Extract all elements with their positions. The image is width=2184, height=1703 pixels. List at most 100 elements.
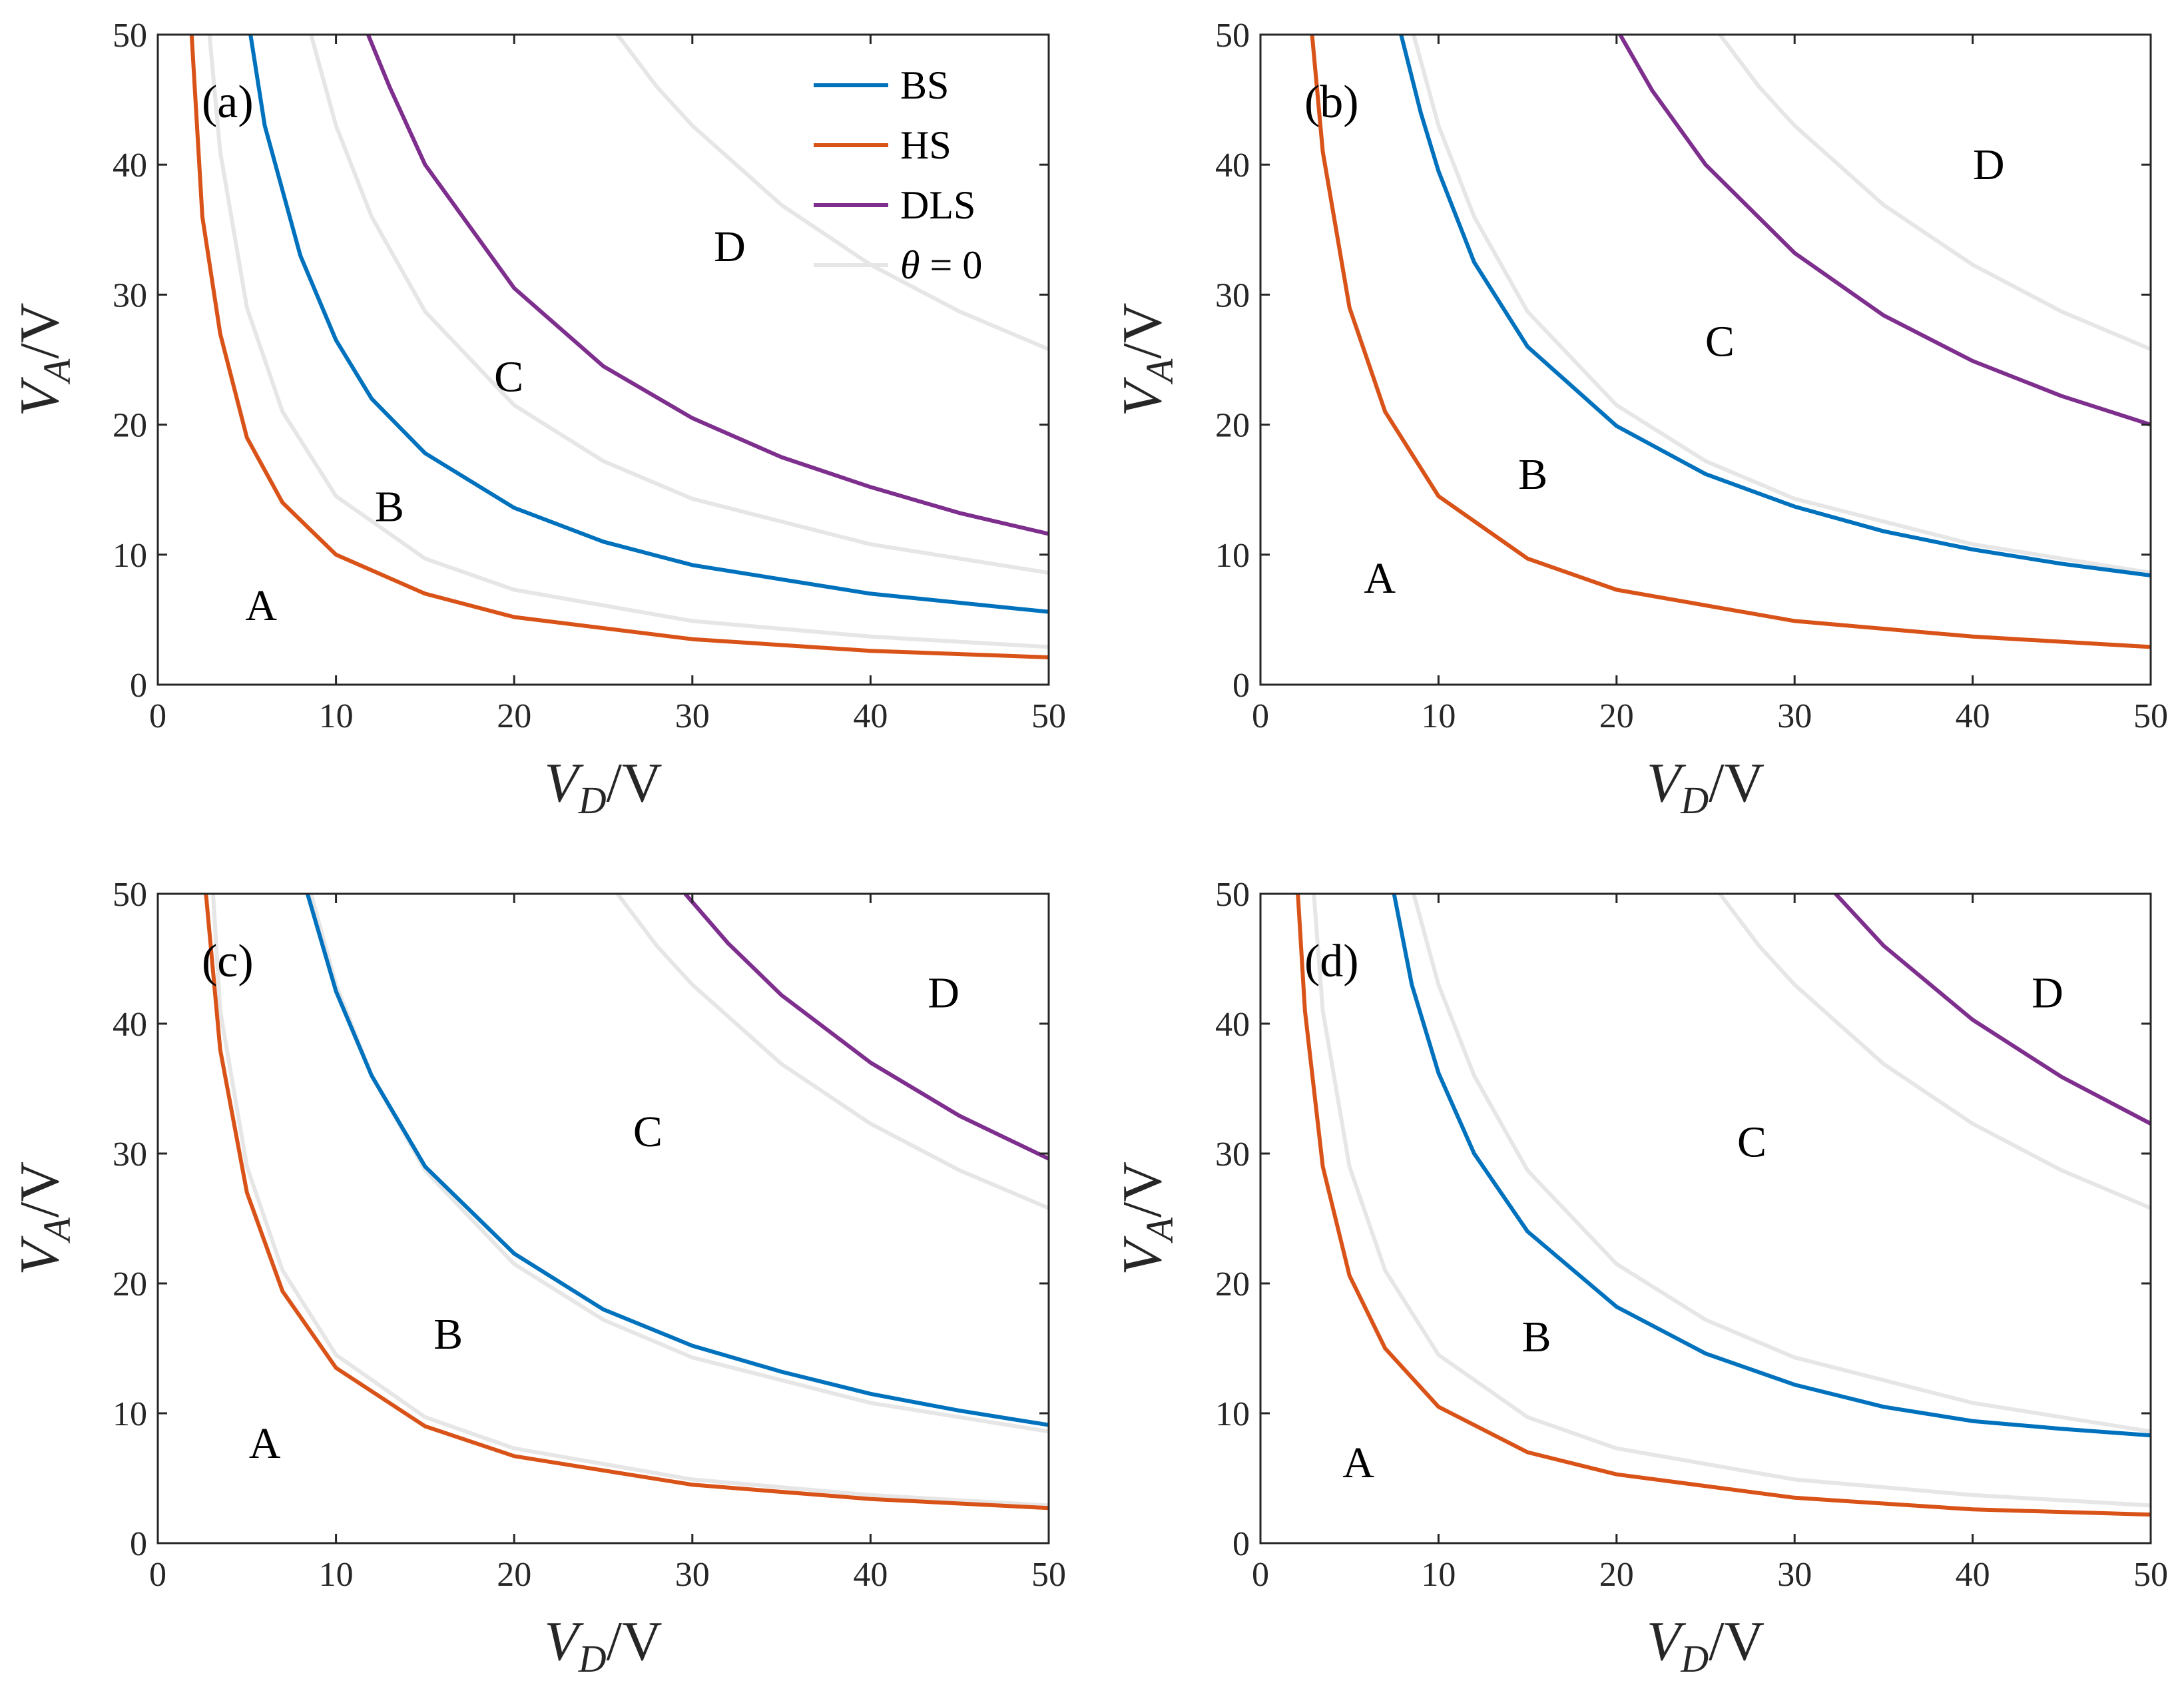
region-label: A [249, 1419, 281, 1468]
legend-label: BS [900, 63, 949, 107]
x-tick-label: 20 [497, 1556, 531, 1594]
series-bs-line [305, 894, 1049, 1427]
region-label: A [245, 581, 277, 630]
legend-label: HS [900, 123, 952, 167]
x-tick-label: 0 [1252, 697, 1269, 735]
series-theta0-line [1412, 35, 2151, 575]
y-axis-label: VA/V [9, 1162, 79, 1275]
curves [1296, 894, 2151, 1517]
x-tick-label: 50 [2133, 1556, 2168, 1594]
panel-label: (b) [1304, 77, 1359, 128]
region-label: D [714, 222, 746, 271]
region-label: B [1521, 1313, 1551, 1361]
series-theta0-line [207, 35, 1049, 649]
x-tick-label: 30 [675, 1556, 710, 1594]
series-bs-line [1399, 35, 2151, 577]
series-theta0-line [1717, 894, 2151, 1210]
axes-frame [1259, 33, 2152, 686]
y-tick-label: 30 [1215, 1136, 1250, 1174]
series-theta0-line [309, 35, 1049, 575]
series-dls-line [683, 894, 1049, 1161]
y-axis-label: VA/V [9, 303, 79, 417]
x-tick-label: 0 [149, 697, 166, 735]
y-tick-label: 40 [1215, 147, 1250, 184]
series-theta0-line [1717, 35, 2151, 352]
y-tick-label: 20 [1215, 1265, 1250, 1303]
series-theta0-line [1412, 894, 2151, 1434]
x-tick-label: 30 [1777, 697, 1812, 735]
x-tick-label: 10 [319, 1556, 354, 1594]
panel-c: 0 10 20 30 40 50 0 10 20 30 40 50 VD/V VA/V (c) A B C D [9, 876, 1066, 1680]
x-tick-label: 40 [853, 1556, 888, 1594]
region-label: C [633, 1108, 663, 1156]
y-tick-label: 0 [130, 1525, 147, 1563]
series-theta0-line [211, 894, 1049, 1508]
curves [189, 35, 1049, 659]
curves [204, 894, 1049, 1511]
x-tick-label: 20 [1599, 1556, 1634, 1594]
y-tick-label: 40 [113, 147, 147, 184]
x-tick-label: 0 [1252, 1556, 1269, 1594]
x-tick-label: 10 [319, 697, 354, 735]
x-tick-label: 50 [1031, 697, 1066, 735]
series-bs-line [248, 35, 1049, 614]
legend-label: DLS [900, 183, 975, 227]
x-tick-label: 10 [1421, 1556, 1456, 1594]
region-label: C [1705, 318, 1735, 366]
y-tick-label: 50 [1215, 876, 1250, 914]
y-tick-label: 20 [1215, 407, 1250, 445]
y-tick-label: 10 [1215, 537, 1250, 575]
region-label: A [1342, 1439, 1374, 1487]
x-tick-label: 50 [1031, 1556, 1066, 1594]
region-label: D [1973, 141, 2005, 189]
series-hs-line [1296, 894, 2151, 1517]
y-axis-label: VA/V [1111, 303, 1181, 417]
series-bs-line [1392, 894, 2151, 1438]
series-dls-line [1833, 894, 2151, 1126]
axes-frame [156, 892, 1050, 1544]
panel-d: 0 10 20 30 40 50 0 10 20 30 40 50 VD/V VA/V (d) A B C D [1111, 876, 2168, 1680]
region-label: B [1518, 450, 1547, 499]
panel-b: 0 10 20 30 40 50 0 10 20 30 40 50 VD/V VA/V (b) A B C D [1111, 17, 2168, 822]
y-tick-label: 30 [113, 1136, 147, 1174]
series-hs-line [189, 35, 1049, 659]
axes-frame [156, 33, 1050, 686]
y-tick-label: 10 [113, 537, 147, 575]
x-tick-label: 40 [1956, 1556, 1990, 1594]
region-label: B [375, 483, 404, 531]
series-theta0-line [1312, 894, 2151, 1508]
panel-label: (d) [1304, 936, 1359, 987]
panel-label: (a) [202, 77, 254, 128]
x-axis-label: VD/V [1647, 752, 1765, 822]
y-tick-label: 0 [1232, 667, 1250, 705]
x-tick-label: 10 [1421, 697, 1456, 735]
x-tick-label: 40 [853, 697, 888, 735]
series-theta0-line [615, 894, 1049, 1210]
x-axis-label: VD/V [544, 1610, 662, 1680]
y-tick-label: 50 [1215, 17, 1250, 55]
y-tick-label: 30 [1215, 276, 1250, 314]
panel-a: 0 10 20 30 40 50 0 10 20 30 40 50 VD/V VA/V (a) A B C D [9, 17, 1066, 822]
curves [1310, 35, 2151, 649]
region-label: B [433, 1310, 463, 1359]
series-dls-line [1618, 35, 2151, 427]
series-theta0-line [615, 35, 1049, 352]
x-axis-label: VD/V [544, 752, 662, 822]
y-tick-label: 20 [113, 407, 147, 445]
y-tick-label: 50 [113, 876, 147, 914]
series-dls-line [366, 35, 1049, 536]
y-tick-label: 10 [1215, 1395, 1250, 1433]
y-tick-label: 20 [113, 1265, 147, 1303]
x-tick-label: 30 [1777, 1556, 1812, 1594]
x-tick-label: 20 [1599, 697, 1634, 735]
axes-frame [1259, 892, 2152, 1544]
series-hs-line [204, 894, 1049, 1511]
y-tick-label: 40 [113, 1006, 147, 1044]
region-label: D [928, 968, 959, 1017]
y-axis-label: VA/V [1111, 1162, 1181, 1275]
x-axis-label: VD/V [1647, 1610, 1765, 1680]
series-hs-line [1310, 35, 2151, 649]
panel-label: (c) [202, 936, 254, 987]
x-tick-label: 40 [1956, 697, 1990, 735]
